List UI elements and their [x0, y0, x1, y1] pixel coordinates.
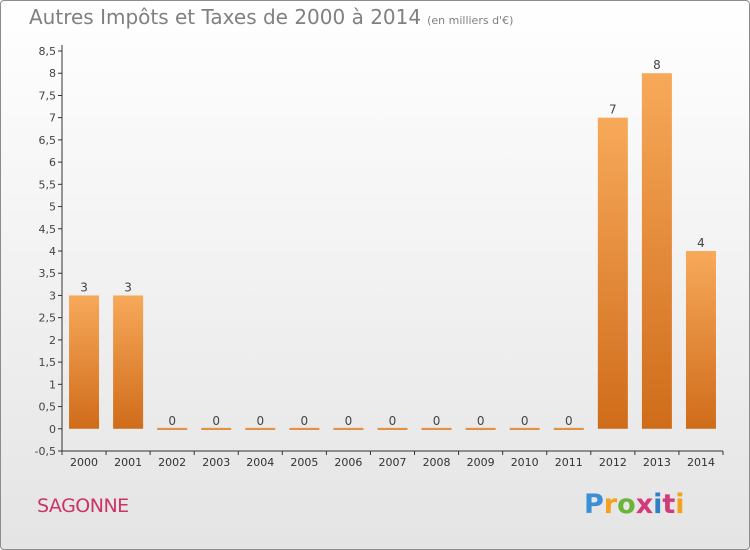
x-tick-label: 2008 [423, 456, 451, 469]
bar [333, 427, 364, 430]
logo-letter: x [635, 489, 654, 520]
y-tick-label: 8 [49, 67, 56, 80]
bar [641, 73, 672, 429]
logo-letter: i [675, 489, 685, 520]
y-tick-label: -0,5 [35, 445, 56, 458]
x-tick-label: 2006 [334, 456, 362, 469]
y-tick-label: 7,5 [39, 89, 57, 102]
bar [465, 427, 496, 430]
data-label: 0 [168, 414, 176, 428]
bar [157, 427, 188, 430]
x-tick-label: 2011 [555, 456, 583, 469]
y-tick-label: 3,5 [39, 267, 57, 280]
data-label: 3 [124, 280, 132, 294]
logo-letter: r [603, 489, 618, 520]
commune-name: SAGONNE [37, 495, 129, 517]
x-tick-label: 2002 [158, 456, 186, 469]
bar [245, 427, 276, 430]
x-tick-label: 2001 [114, 456, 142, 469]
y-tick-label: 6,5 [39, 134, 57, 147]
logo-letter: i [653, 489, 663, 520]
chart-title-text: Autres Impôts et Taxes de 2000 à 2014 [29, 5, 422, 29]
data-label: 8 [653, 58, 661, 72]
data-label: 0 [256, 414, 264, 428]
proxiti-logo[interactable]: Proxiti [584, 489, 685, 520]
x-tick-label: 2009 [467, 456, 495, 469]
x-tick-label: 2005 [290, 456, 318, 469]
x-tick-label: 2013 [643, 456, 671, 469]
data-label: 0 [345, 414, 353, 428]
data-label: 0 [565, 414, 573, 428]
y-tick-label: 2 [49, 334, 56, 347]
logo-letter: o [617, 489, 636, 520]
y-tick-label: 3 [49, 289, 56, 302]
x-tick-label: 2007 [379, 456, 407, 469]
x-tick-label: 2004 [246, 456, 274, 469]
axes: -0,5 0 0,5 1 1,5 2 2,5 3 3,5 4 4,5 5 5,5 6 6,5 7 7,5 8 8,5… [35, 45, 724, 469]
bars [69, 73, 716, 430]
logo-letter: P [584, 489, 604, 520]
y-tick-label: 4 [49, 245, 56, 258]
x-tick-label: 2014 [687, 456, 715, 469]
data-label: 0 [212, 414, 220, 428]
y-tick-label: 5,5 [39, 178, 57, 191]
data-label: 7 [609, 103, 617, 117]
y-tick-label: 2,5 [39, 312, 57, 325]
data-label: 0 [521, 414, 529, 428]
data-label: 4 [697, 236, 705, 250]
bar [553, 427, 584, 430]
bar [289, 427, 320, 430]
bar [69, 295, 100, 429]
bar [597, 117, 628, 429]
data-label: 0 [477, 414, 485, 428]
y-tick-label: 5 [49, 201, 56, 214]
y-tick-label: 0,5 [39, 401, 57, 414]
x-tick-label: 2012 [599, 456, 627, 469]
logo-letter: t [662, 489, 676, 520]
bar [201, 427, 232, 430]
y-tick-label: 7 [49, 112, 56, 125]
y-tick-label: 0 [49, 423, 56, 436]
chart-subtitle: (en milliers d'€) [427, 14, 514, 27]
y-tick-label: 6 [49, 156, 56, 169]
bar [113, 295, 144, 429]
y-tick-label: 1,5 [39, 356, 57, 369]
data-label: 0 [433, 414, 441, 428]
data-label: 0 [389, 414, 397, 428]
bar [685, 251, 716, 429]
bar [421, 427, 452, 430]
data-labels: 3 3 0 0 0 0 0 0 0 0 0 0 7 8 4 [80, 58, 705, 428]
data-label: 0 [301, 414, 309, 428]
y-tick-label: 4,5 [39, 223, 57, 236]
bar [377, 427, 408, 430]
x-tick-label: 2003 [202, 456, 230, 469]
x-tick-label: 2010 [511, 456, 539, 469]
y-tick-label: 1 [49, 378, 56, 391]
data-label: 3 [80, 280, 88, 294]
chart-title: Autres Impôts et Taxes de 2000 à 2014 (en… [29, 5, 513, 29]
x-tick-label: 2000 [70, 456, 98, 469]
y-tick-label: 8,5 [39, 45, 57, 58]
bar [509, 427, 540, 430]
